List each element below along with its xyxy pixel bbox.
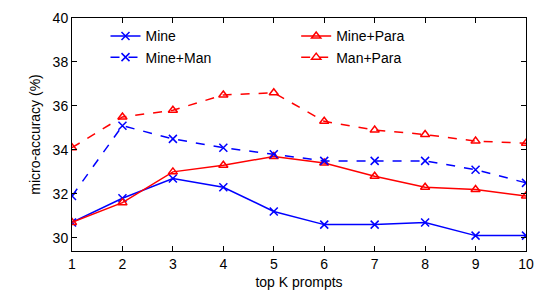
svg-text:10: 10: [518, 256, 534, 272]
svg-text:7: 7: [371, 256, 379, 272]
svg-text:9: 9: [472, 256, 480, 272]
svg-text:4: 4: [219, 256, 227, 272]
svg-text:top K prompts: top K prompts: [255, 274, 342, 290]
svg-text:1: 1: [68, 256, 76, 272]
svg-text:Mine: Mine: [146, 28, 177, 44]
svg-text:Man+Para: Man+Para: [336, 50, 401, 66]
svg-text:32: 32: [53, 186, 69, 202]
svg-text:3: 3: [169, 256, 177, 272]
svg-text:40: 40: [53, 10, 69, 26]
svg-text:5: 5: [270, 256, 278, 272]
svg-text:8: 8: [421, 256, 429, 272]
svg-text:38: 38: [53, 54, 69, 70]
svg-text:6: 6: [320, 256, 328, 272]
svg-text:34: 34: [53, 142, 69, 158]
svg-text:Mine+Man: Mine+Man: [146, 50, 212, 66]
svg-text:micro-accuracy (%): micro-accuracy (%): [27, 74, 43, 195]
svg-text:30: 30: [53, 230, 69, 246]
svg-text:36: 36: [53, 98, 69, 114]
svg-text:2: 2: [119, 256, 127, 272]
svg-text:Mine+Para: Mine+Para: [336, 28, 404, 44]
